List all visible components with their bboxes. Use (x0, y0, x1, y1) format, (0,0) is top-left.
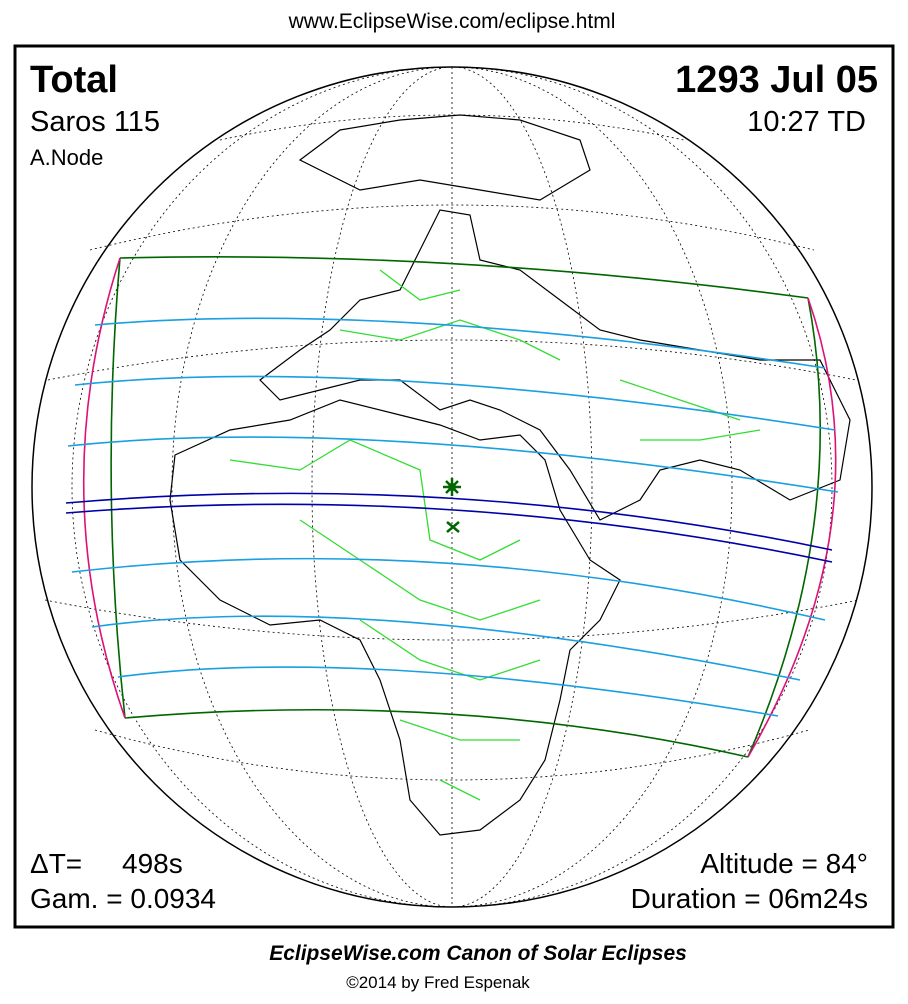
delta-t-label: ΔT= (30, 848, 82, 879)
delta-t: 498s (122, 848, 183, 879)
node: A.Node (30, 145, 103, 170)
altitude: Altitude = 84° (700, 848, 868, 879)
gamma: Gam. = 0.0934 (30, 883, 216, 914)
eclipse-date: 1293 Jul 05 (675, 59, 878, 101)
copyright: ©2014 by Fred Espenak (346, 973, 530, 992)
saros: Saros 115 (30, 106, 160, 138)
url: www.EclipseWise.com/eclipse.html (288, 10, 616, 33)
globe (31, 66, 873, 908)
time: 10:27 TD (747, 106, 866, 138)
eclipse-type: Total (30, 59, 118, 101)
duration: Duration = 06m24s (631, 883, 868, 914)
footer-title: EclipseWise.com Canon of Solar Eclipses (269, 942, 687, 965)
